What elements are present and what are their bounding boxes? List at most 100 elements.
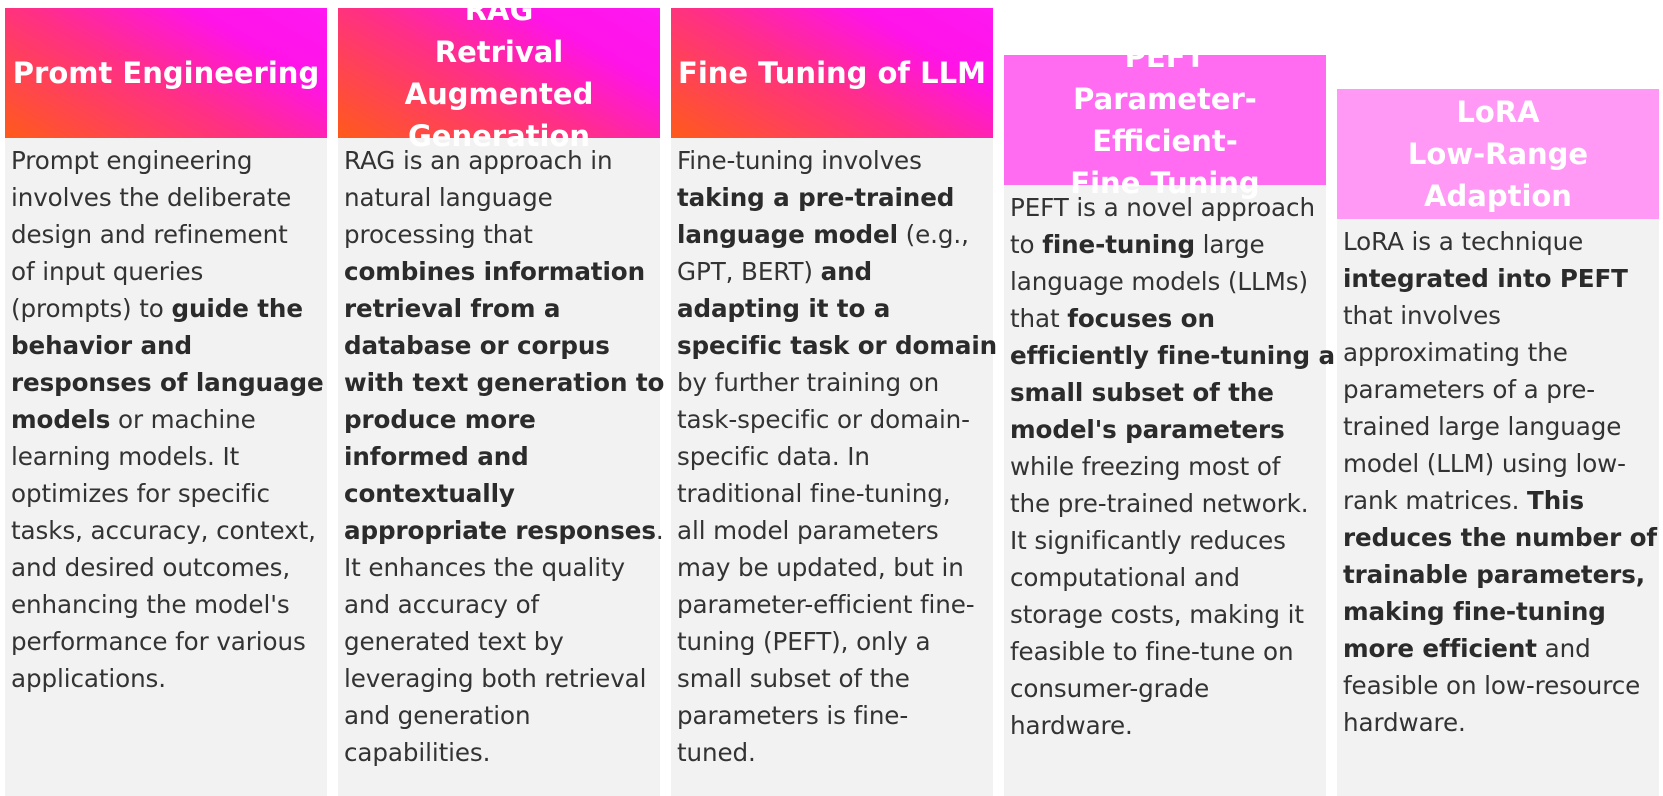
text: language models (LLMs) bbox=[1010, 267, 1308, 296]
bold-text: models bbox=[11, 405, 111, 434]
header-line: Low-Range bbox=[1407, 137, 1589, 171]
header-line: Fine Tuning bbox=[1070, 166, 1260, 200]
body-line: design and refinement bbox=[11, 216, 323, 253]
body-line: tuned. bbox=[677, 734, 989, 771]
text: and accuracy of bbox=[344, 590, 540, 619]
text: feasible on low-resource bbox=[1343, 671, 1641, 700]
body-line: produce more bbox=[344, 401, 656, 438]
header-lora: LoRA Low-Range Adaption bbox=[1337, 89, 1659, 219]
text: involves the deliberate bbox=[11, 183, 292, 212]
body-line: may be updated, but in bbox=[677, 549, 989, 586]
body-line: Fine-tuning involves bbox=[677, 142, 989, 179]
bold-text: contextually bbox=[344, 479, 515, 508]
text: or machine bbox=[110, 405, 256, 434]
text: leveraging both retrieval bbox=[344, 664, 647, 693]
body-line: specific data. In bbox=[677, 438, 989, 475]
text: parameters of a pre- bbox=[1343, 375, 1596, 404]
body-prompt-engineering: Prompt engineering involves the deliberat… bbox=[5, 138, 327, 796]
body-line: capabilities. bbox=[344, 734, 656, 771]
bold-text: combines information bbox=[344, 257, 646, 286]
text: Fine-tuning involves bbox=[677, 146, 922, 175]
text: may be updated, but in bbox=[677, 553, 964, 582]
body-line: while freezing most of bbox=[1010, 448, 1322, 485]
body-line: tuning (PEFT), only a bbox=[677, 623, 989, 660]
body-line: reduces the number of bbox=[1343, 519, 1657, 556]
text: the pre-trained network. bbox=[1010, 489, 1309, 518]
body-line: informed and bbox=[344, 438, 656, 475]
body-line: rank matrices. This bbox=[1343, 482, 1655, 519]
header-prompt-engineering: Promt Engineering bbox=[5, 8, 327, 138]
text: learning models. It bbox=[11, 442, 240, 471]
header-line: Parameter-Efficient- bbox=[1073, 82, 1257, 158]
bold-text: informed and bbox=[344, 442, 529, 471]
body-line: Prompt engineering bbox=[11, 142, 323, 179]
text: while freezing most of bbox=[1010, 452, 1281, 481]
text: GPT, BERT) bbox=[677, 257, 821, 286]
body-line: with text generation to bbox=[344, 364, 664, 401]
header-fine-tuning: Fine Tuning of LLM bbox=[671, 8, 993, 138]
body-line: traditional fine-tuning, bbox=[677, 475, 989, 512]
body-line: taking a pre-trained bbox=[677, 179, 989, 216]
text: large bbox=[1194, 230, 1265, 259]
body-line: by further training on bbox=[677, 364, 989, 401]
body-line: appropriate responses. bbox=[344, 512, 664, 549]
body-line: that focuses on bbox=[1010, 300, 1322, 337]
text: optimizes for specific bbox=[11, 479, 270, 508]
body-line: combines information bbox=[344, 253, 656, 290]
body-line: more efficient and bbox=[1343, 630, 1655, 667]
body-line: PEFT is a novel approach bbox=[1010, 189, 1322, 226]
body-line: models or machine bbox=[11, 401, 323, 438]
text: . bbox=[655, 516, 664, 545]
body-line: specific task or domain bbox=[677, 327, 997, 364]
body-line: language models (LLMs) bbox=[1010, 263, 1322, 300]
text: by further training on bbox=[677, 368, 940, 397]
column-lora: LoRA Low-Range Adaption LoRA is a techniqu… bbox=[1337, 89, 1659, 796]
body-line: performance for various bbox=[11, 623, 323, 660]
text: performance for various bbox=[11, 627, 306, 656]
text: all model parameters bbox=[677, 516, 939, 545]
body-line: processing that bbox=[344, 216, 656, 253]
body-line: feasible on low-resource bbox=[1343, 667, 1655, 704]
text: capabilities. bbox=[344, 738, 491, 767]
text: enhancing the model's bbox=[11, 590, 290, 619]
bold-text: making fine-tuning bbox=[1343, 597, 1606, 626]
body-fine-tuning: Fine-tuning involves taking a pre-trained… bbox=[671, 138, 997, 796]
body-line: task-specific or domain- bbox=[677, 401, 989, 438]
text: and bbox=[1536, 634, 1591, 663]
text: It enhances the quality bbox=[344, 553, 625, 582]
text: processing that bbox=[344, 220, 533, 249]
bold-text: guide the bbox=[171, 294, 303, 323]
text: trained large language bbox=[1343, 412, 1622, 441]
text: tuned. bbox=[677, 738, 756, 767]
text: RAG is an approach in bbox=[344, 146, 613, 175]
header-line: LoRA bbox=[1456, 95, 1540, 129]
body-line: model (LLM) using low- bbox=[1343, 445, 1655, 482]
bold-text: produce more bbox=[344, 405, 536, 434]
text: consumer-grade bbox=[1010, 674, 1210, 703]
body-line: tasks, accuracy, context, bbox=[11, 512, 323, 549]
body-line: that involves bbox=[1343, 297, 1655, 334]
header-line: Generation bbox=[407, 119, 591, 153]
text: computational and bbox=[1010, 563, 1240, 592]
bold-text: language model bbox=[677, 220, 898, 249]
body-line: adapting it to a bbox=[677, 290, 989, 327]
header-peft: PEFT Parameter-Efficient- Fine Tuning bbox=[1004, 40, 1326, 200]
text: (e.g., bbox=[897, 220, 969, 249]
bold-text: This bbox=[1527, 486, 1585, 515]
text: specific data. In bbox=[677, 442, 870, 471]
body-line: LoRA is a technique bbox=[1343, 223, 1655, 260]
body-peft: PEFT is a novel approach to fine-tuning l… bbox=[1004, 185, 1335, 796]
text: small subset of the bbox=[677, 664, 910, 693]
header-line: Fine Tuning of LLM bbox=[678, 56, 986, 90]
text: tuning (PEFT), only a bbox=[677, 627, 931, 656]
body-line: language model (e.g., bbox=[677, 216, 989, 253]
body-line: parameter-efficient fine- bbox=[677, 586, 989, 623]
bold-text: trainable parameters, bbox=[1343, 560, 1645, 589]
body-line: integrated into PEFT bbox=[1343, 260, 1655, 297]
bold-text: taking a pre-trained bbox=[677, 183, 955, 212]
bold-text: database or corpus bbox=[344, 331, 610, 360]
text: applications. bbox=[11, 664, 166, 693]
body-line: of input queries bbox=[11, 253, 323, 290]
text: PEFT is a novel approach bbox=[1010, 193, 1315, 222]
body-line: natural language bbox=[344, 179, 656, 216]
